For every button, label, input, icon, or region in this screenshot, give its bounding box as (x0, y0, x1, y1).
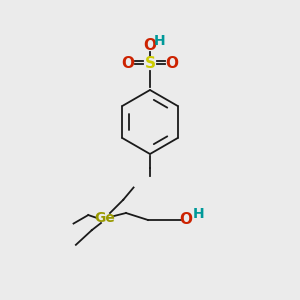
Text: Ge: Ge (94, 211, 116, 225)
Text: O: O (179, 212, 193, 227)
Text: S: S (145, 56, 155, 71)
Text: O: O (166, 56, 178, 71)
Text: H: H (154, 34, 166, 48)
Text: H: H (193, 207, 205, 221)
Text: O: O (122, 56, 134, 71)
Text: O: O (143, 38, 157, 53)
